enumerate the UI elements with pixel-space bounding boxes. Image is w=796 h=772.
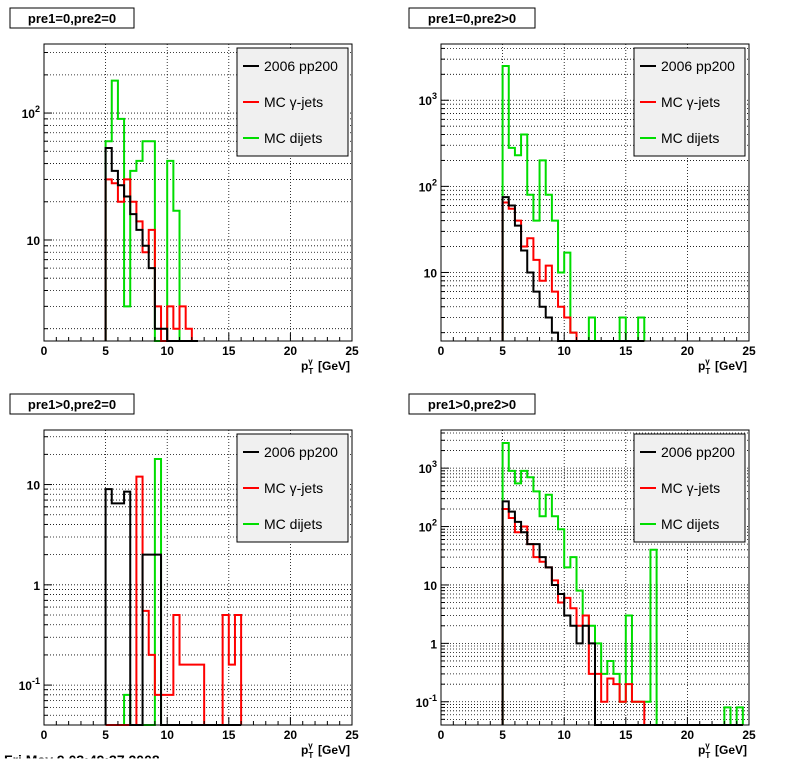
x-tick-label: 15 — [222, 344, 236, 358]
x-tick-label: 10 — [558, 344, 572, 358]
panel-title: pre1=0,pre2>0 — [408, 7, 536, 29]
series-line-3 — [501, 64, 646, 342]
y-axis: 10-1 1 10 — [19, 436, 52, 716]
y-tick-label: 102 — [22, 104, 40, 121]
plot-frame — [43, 429, 353, 726]
legend-label: MC dijets — [661, 516, 719, 532]
title-box — [408, 393, 536, 415]
x-tick-label: 10 — [161, 344, 175, 358]
y-tick-label: 103 — [419, 91, 437, 108]
chart-panel-3: 0 5 10 15 20 25 10-1 1 10 pTγ [GeV] pre1>0,pre2=0 2… — [9, 393, 359, 760]
grid — [441, 44, 749, 341]
title-box — [408, 7, 536, 29]
y-axis: 10-1 1 10 102 103 — [416, 432, 449, 720]
y-axis: 10 102 103 — [419, 47, 449, 334]
y-axis: 10 102 — [22, 51, 52, 330]
y-tick-label: 10 — [424, 579, 438, 593]
grid — [44, 44, 352, 341]
title-box — [9, 393, 135, 415]
legend-label: MC dijets — [264, 130, 322, 146]
legend: 2006 pp200 MC γ-jets MC dijets — [236, 433, 349, 543]
plot-frame — [440, 43, 750, 342]
x-tick-label: 20 — [284, 344, 298, 358]
plot-frame — [440, 429, 750, 726]
x-tick-label: 10 — [558, 728, 572, 742]
plot-frame — [43, 43, 353, 342]
x-tick-label: 25 — [742, 728, 756, 742]
x-tick-label: 0 — [41, 728, 48, 742]
x-tick-label: 10 — [161, 728, 175, 742]
x-tick-label: 15 — [619, 344, 633, 358]
y-tick-label: 10-1 — [416, 693, 437, 710]
x-tick-label: 5 — [499, 344, 506, 358]
legend-label: MC γ-jets — [264, 94, 323, 110]
y-tick-label: 1 — [430, 637, 437, 651]
series-line-2 — [105, 475, 243, 726]
x-axis: 0 5 10 15 20 25 — [41, 717, 359, 742]
y-tick-label: 102 — [419, 177, 437, 194]
y-tick-label: 10 — [27, 479, 41, 493]
y-tick-label: 10-1 — [19, 676, 40, 693]
x-axis: 0 5 10 15 20 25 — [438, 333, 756, 358]
legend-label: 2006 pp200 — [661, 58, 735, 74]
x-tick-label: 5 — [499, 728, 506, 742]
legend-label: MC dijets — [661, 130, 719, 146]
y-tick-label: 10 — [424, 266, 438, 280]
x-axis-label: pTγ [GeV] — [698, 741, 747, 760]
y-tick-label: 102 — [419, 518, 437, 535]
x-axis-label: pTγ [GeV] — [301, 741, 350, 760]
y-tick-label: 10 — [27, 234, 41, 248]
panel-title: pre1=0,pre2=0 — [9, 7, 135, 29]
y-tick-label: 103 — [419, 459, 437, 476]
x-tick-label: 15 — [222, 728, 236, 742]
x-tick-label: 25 — [345, 728, 359, 742]
x-tick-label: 20 — [681, 344, 695, 358]
title-text: pre1=0,pre2>0 — [428, 11, 516, 26]
legend-label: 2006 pp200 — [264, 444, 338, 460]
legend-label: 2006 pp200 — [264, 58, 338, 74]
x-tick-label: 25 — [742, 344, 756, 358]
legend-label: MC γ-jets — [661, 94, 720, 110]
title-text: pre1>0,pre2>0 — [428, 397, 516, 412]
x-tick-label: 20 — [681, 728, 695, 742]
x-tick-label: 0 — [41, 344, 48, 358]
x-tick-label: 25 — [345, 344, 359, 358]
title-text: pre1>0,pre2=0 — [28, 397, 116, 412]
grid — [44, 430, 352, 725]
title-box — [9, 7, 135, 29]
panel-title: pre1>0,pre2>0 — [408, 393, 536, 415]
series-line-3 — [104, 79, 198, 342]
footer-timestamp: Fri May 9 03:49:37 2008 — [4, 752, 160, 768]
series-line-2 — [104, 178, 198, 342]
legend-label: MC γ-jets — [264, 480, 323, 496]
chart-panel-4: 0 5 10 15 20 25 10-1 1 10 102 103 pTγ [GeV] pre1>0,p… — [408, 393, 756, 760]
x-axis: 0 5 10 15 20 25 — [438, 717, 756, 742]
panel-title: pre1>0,pre2=0 — [9, 393, 135, 415]
legend: 2006 pp200 MC γ-jets MC dijets — [633, 433, 746, 543]
x-tick-label: 20 — [284, 728, 298, 742]
x-tick-label: 15 — [619, 728, 633, 742]
x-tick-label: 5 — [102, 344, 109, 358]
legend-label: 2006 pp200 — [661, 444, 735, 460]
x-tick-label: 0 — [438, 728, 445, 742]
legend: 2006 pp200 MC γ-jets MC dijets — [236, 47, 349, 157]
x-tick-label: 0 — [438, 344, 445, 358]
legend: 2006 pp200 MC γ-jets MC dijets — [633, 47, 746, 157]
chart-panel-1: 0 5 10 15 20 25 10 102 pTγ [GeV] pre1=0,pre2=0 200… — [9, 7, 359, 376]
x-axis-label: pTγ [GeV] — [301, 357, 350, 376]
legend-label: MC dijets — [264, 516, 322, 532]
chart-panel-2: 0 5 10 15 20 25 10 102 103 pTγ [GeV] pre1=0,pre2>0… — [408, 7, 756, 376]
x-axis-label: pTγ [GeV] — [698, 357, 747, 376]
title-text: pre1=0,pre2=0 — [28, 11, 116, 26]
x-axis: 0 5 10 15 20 25 — [41, 333, 359, 358]
x-tick-label: 5 — [102, 728, 109, 742]
y-tick-label: 1 — [33, 579, 40, 593]
legend-label: MC γ-jets — [661, 480, 720, 496]
